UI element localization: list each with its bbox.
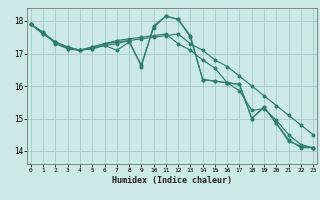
X-axis label: Humidex (Indice chaleur): Humidex (Indice chaleur) [112, 176, 232, 185]
